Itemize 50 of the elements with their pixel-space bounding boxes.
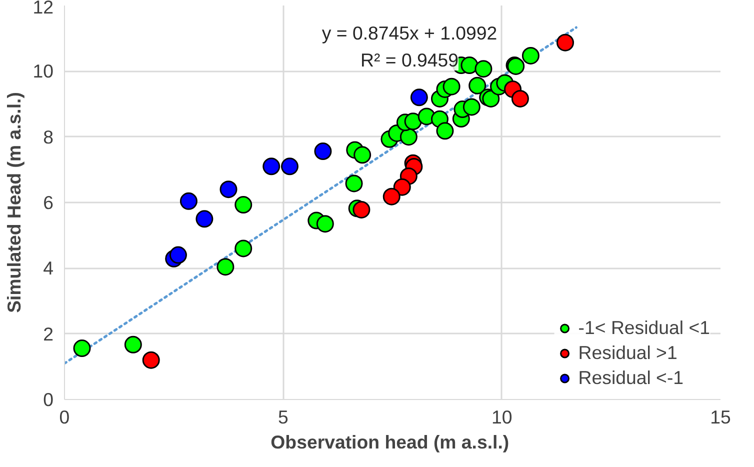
point — [216, 258, 234, 276]
point — [345, 174, 363, 192]
legend-label: Residual <-1 — [578, 367, 684, 389]
point — [522, 47, 540, 64]
point — [262, 158, 280, 176]
x-axis-title: Observation head (m a.s.l.) — [270, 432, 510, 452]
point — [460, 56, 478, 74]
point — [142, 351, 160, 369]
x-tick-label: 15 — [710, 406, 731, 428]
point — [482, 90, 500, 108]
y-tick-label: 2 — [43, 323, 54, 344]
point — [556, 34, 574, 52]
y-tick-label: 4 — [43, 258, 54, 279]
point — [442, 78, 460, 96]
annotation: y = 0.8745x + 1.0992 — [322, 22, 498, 44]
point — [474, 60, 492, 78]
point — [234, 240, 252, 258]
x-tick-label: 10 — [491, 406, 512, 428]
point — [511, 90, 529, 108]
y-tick-label: 12 — [32, 0, 54, 18]
point — [314, 142, 332, 160]
point — [436, 122, 454, 140]
point — [400, 128, 418, 146]
point — [124, 336, 142, 354]
point — [280, 158, 298, 176]
point — [468, 76, 486, 94]
point — [316, 215, 334, 233]
point — [462, 98, 480, 116]
annotation: R² = 0.9459 — [360, 50, 459, 70]
point — [180, 192, 198, 210]
x-tick-label: 5 — [278, 406, 288, 428]
y-tick-label: 6 — [43, 192, 54, 213]
y-tick-label: 0 — [43, 389, 54, 410]
y-tick-label: 10 — [32, 60, 54, 82]
legend-label: -1< Residual <1 — [578, 317, 710, 339]
x-tick-label: 0 — [59, 406, 70, 428]
y-tick-label: 8 — [43, 126, 54, 148]
point — [220, 180, 238, 198]
point — [169, 246, 187, 264]
point — [382, 188, 400, 206]
point — [354, 146, 372, 164]
point — [404, 112, 422, 130]
point — [352, 200, 370, 218]
point — [393, 178, 411, 196]
y-axis-title: Simulated Head (m a.s.l.) — [4, 92, 25, 313]
point — [234, 196, 252, 214]
point — [196, 210, 214, 228]
point — [410, 88, 428, 106]
point — [73, 340, 91, 358]
legend-label: Residual >1 — [578, 342, 678, 364]
